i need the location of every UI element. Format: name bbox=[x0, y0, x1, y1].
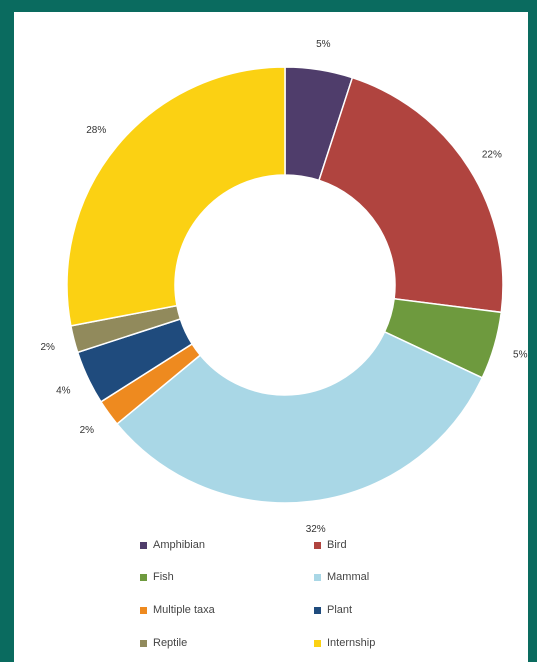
legend-label: Amphibian bbox=[153, 539, 205, 551]
legend-label: Fish bbox=[153, 571, 174, 583]
donut-slices bbox=[66, 66, 504, 504]
legend-item-plant: Plant bbox=[314, 601, 352, 619]
legend-label: Multiple taxa bbox=[153, 604, 215, 616]
legend-item-fish: Fish bbox=[140, 568, 174, 586]
legend-item-amphibian: Amphibian bbox=[140, 536, 205, 554]
slice-label-mammal: 32% bbox=[306, 524, 326, 532]
slice-bird bbox=[318, 76, 504, 314]
slice-label-plant: 4% bbox=[56, 385, 71, 396]
legend-swatch bbox=[140, 606, 147, 614]
legend-item-multiple-taxa: Multiple taxa bbox=[140, 601, 215, 619]
legend-item-bird: Bird bbox=[314, 536, 347, 554]
legend-swatch bbox=[140, 573, 147, 581]
legend-swatch bbox=[314, 606, 321, 614]
legend-label: Plant bbox=[327, 604, 353, 616]
slice-label-fish: 5% bbox=[513, 349, 528, 360]
legend-label: Reptile bbox=[153, 637, 188, 649]
legend-swatch bbox=[314, 541, 321, 549]
legend-label: Bird bbox=[327, 539, 347, 551]
slice-label-bird: 22% bbox=[482, 150, 502, 161]
donut-chart: 5% 22% 5% 32% 2% 4% 2% 28% bbox=[40, 39, 527, 532]
legend-swatch bbox=[140, 541, 147, 549]
slice-label-amphibian: 5% bbox=[316, 39, 331, 50]
legend-label: Mammal bbox=[327, 571, 370, 583]
legend-swatch bbox=[314, 639, 321, 647]
slice-label-reptile: 2% bbox=[40, 342, 55, 353]
legend-swatch bbox=[140, 639, 147, 647]
slice-label-internship: 28% bbox=[86, 125, 106, 136]
slice-labels: 5% 22% 5% 32% 2% 4% 2% 28% bbox=[40, 39, 527, 532]
legend-swatch bbox=[314, 573, 321, 581]
slice-label-multiple-taxa: 2% bbox=[80, 425, 95, 436]
legend-item-reptile: Reptile bbox=[140, 634, 187, 652]
slice-internship bbox=[66, 66, 286, 327]
slice-mammal bbox=[115, 330, 484, 504]
legend-item-internship: Internship bbox=[314, 634, 375, 652]
legend-item-mammal: Mammal bbox=[314, 568, 369, 586]
chart-panel: 5% 22% 5% 32% 2% 4% 2% 28% Amphibian Bird Fish … bbox=[14, 12, 528, 662]
legend-label: Internship bbox=[327, 637, 376, 649]
